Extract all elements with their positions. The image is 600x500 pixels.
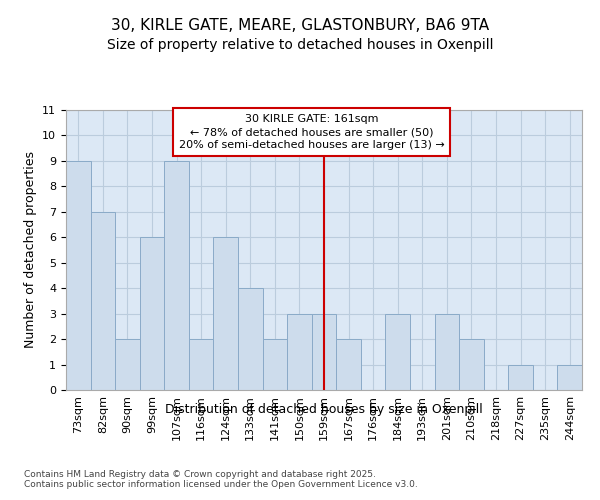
Bar	[263, 339, 287, 390]
Bar	[459, 339, 484, 390]
Bar	[140, 238, 164, 390]
Bar	[91, 212, 115, 390]
Text: Contains HM Land Registry data © Crown copyright and database right 2025.
Contai: Contains HM Land Registry data © Crown c…	[24, 470, 418, 490]
Bar	[115, 339, 140, 390]
Bar	[189, 339, 214, 390]
Bar	[214, 238, 238, 390]
Bar	[66, 161, 91, 390]
Text: 30 KIRLE GATE: 161sqm
← 78% of detached houses are smaller (50)
20% of semi-deta: 30 KIRLE GATE: 161sqm ← 78% of detached …	[179, 114, 445, 150]
Bar	[557, 364, 582, 390]
Text: Distribution of detached houses by size in Oxenpill: Distribution of detached houses by size …	[165, 402, 483, 415]
Bar	[287, 314, 312, 390]
Bar	[238, 288, 263, 390]
Bar	[312, 314, 336, 390]
Bar	[434, 314, 459, 390]
Y-axis label: Number of detached properties: Number of detached properties	[24, 152, 37, 348]
Text: Size of property relative to detached houses in Oxenpill: Size of property relative to detached ho…	[107, 38, 493, 52]
Bar	[385, 314, 410, 390]
Bar	[336, 339, 361, 390]
Bar	[508, 364, 533, 390]
Bar	[164, 161, 189, 390]
Text: 30, KIRLE GATE, MEARE, GLASTONBURY, BA6 9TA: 30, KIRLE GATE, MEARE, GLASTONBURY, BA6 …	[111, 18, 489, 32]
